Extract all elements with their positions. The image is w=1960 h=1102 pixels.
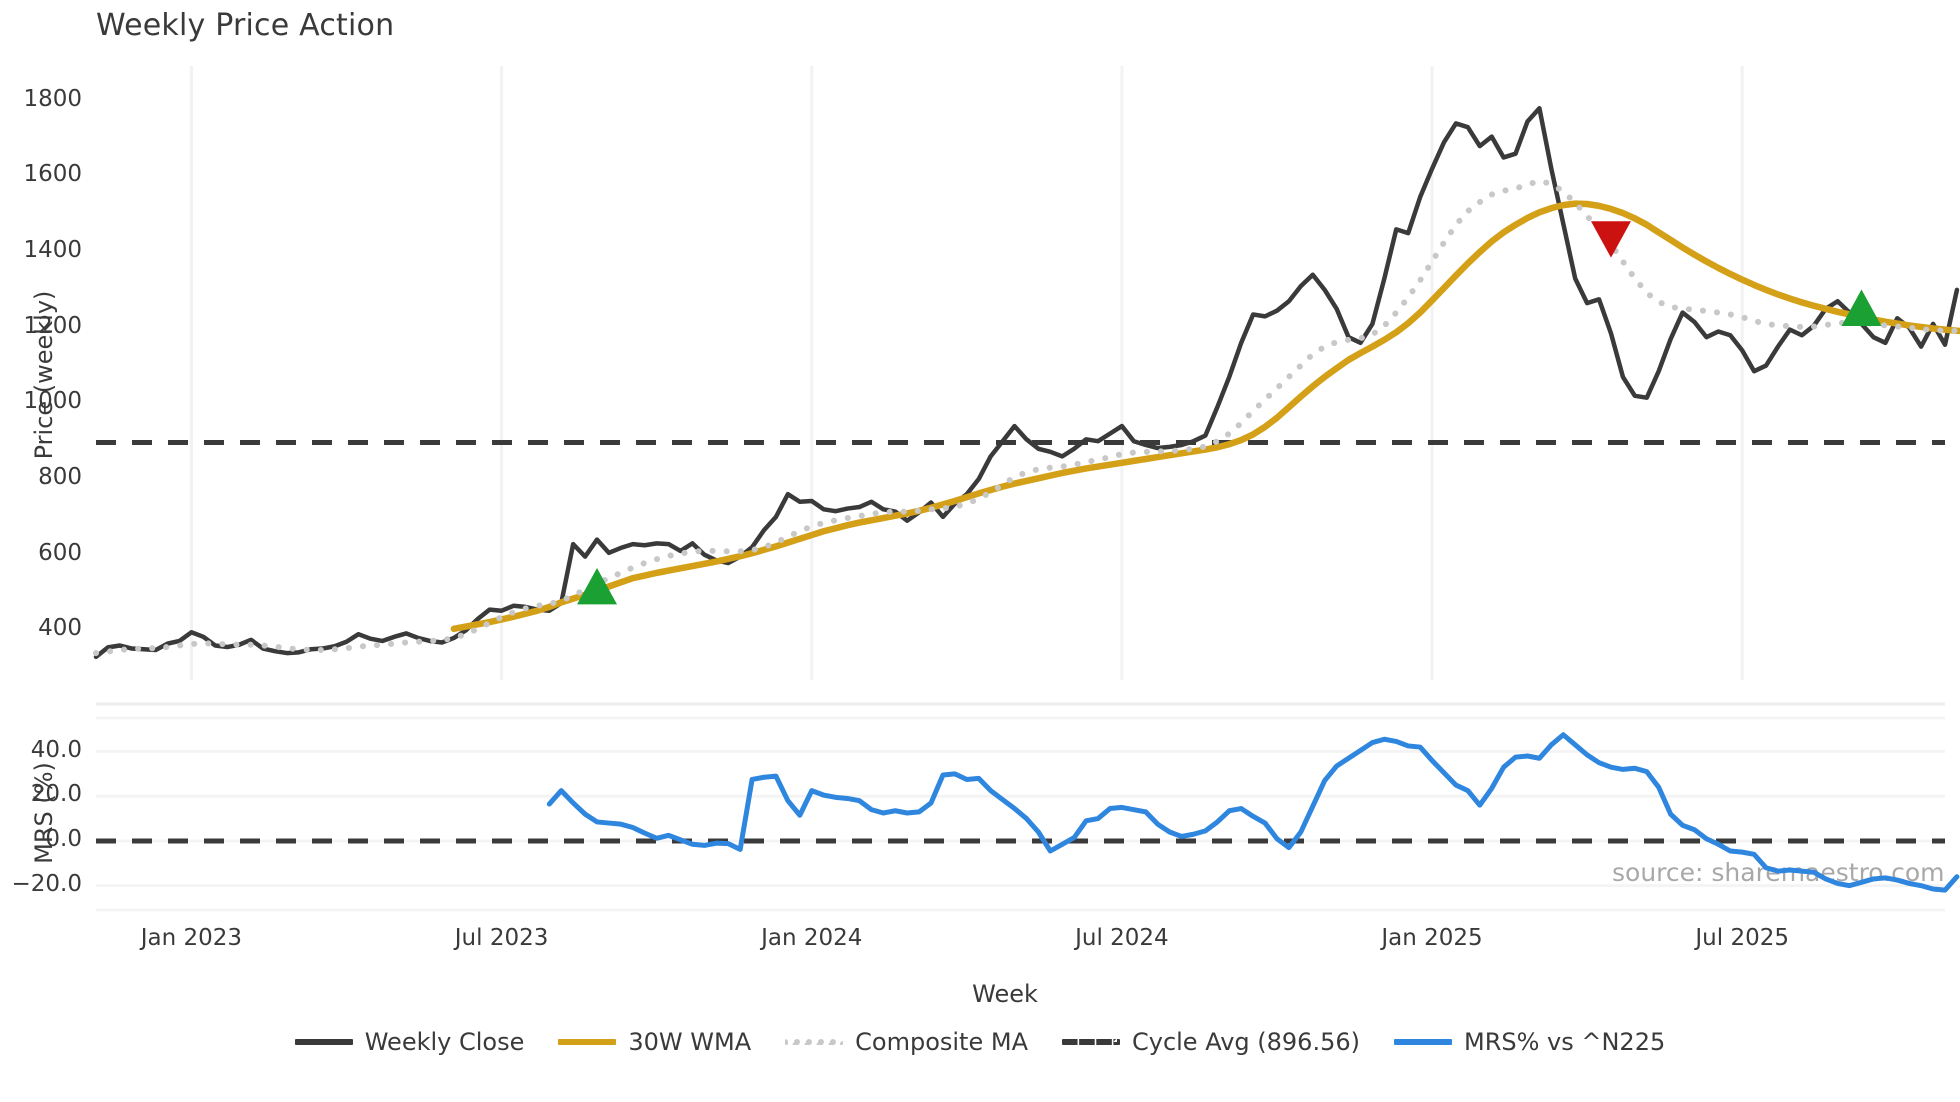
x-tick-2: Jan 2024 bbox=[761, 925, 863, 951]
price-y-tick-2: 800 bbox=[38, 464, 82, 491]
legend-label-3: Cycle Avg (896.56) bbox=[1131, 1028, 1360, 1056]
price-y-tick-1: 600 bbox=[38, 539, 82, 566]
legend-label-1: 30W WMA bbox=[628, 1028, 752, 1056]
legend-swatch-4 bbox=[1393, 1039, 1452, 1045]
x-axis-label: Week bbox=[972, 980, 1038, 1008]
mrs-y-tick-0: −20.0 bbox=[11, 870, 82, 897]
legend-label-0: Weekly Close bbox=[364, 1028, 525, 1056]
legend-swatch-2 bbox=[785, 1039, 844, 1045]
mrs-y-tick-2: 20.0 bbox=[30, 781, 82, 808]
x-tick-5: Jul 2025 bbox=[1695, 925, 1790, 951]
legend-item-0[interactable]: Weekly Close bbox=[294, 1028, 525, 1056]
legend-swatch-3 bbox=[1061, 1039, 1120, 1045]
buy-marker-0[interactable] bbox=[577, 568, 618, 605]
legend-swatch-0 bbox=[294, 1039, 353, 1045]
legend-item-1[interactable]: 30W WMA bbox=[558, 1028, 751, 1056]
price-y-tick-4: 1200 bbox=[23, 312, 82, 339]
series-weekly-close bbox=[93, 106, 1960, 660]
mrs-y-tick-3: 40.0 bbox=[30, 736, 82, 763]
x-tick-1: Jul 2023 bbox=[454, 925, 549, 951]
price-y-tick-3: 1000 bbox=[23, 388, 82, 415]
price-y-tick-0: 400 bbox=[38, 615, 82, 642]
chart-legend: Weekly Close 30W WMA Composite MA Cycle Avg… bbox=[0, 1028, 1960, 1056]
legend-label-4: MRS% vs ^N225 bbox=[1463, 1028, 1666, 1056]
x-tick-0: Jan 2023 bbox=[140, 925, 243, 951]
series-mrs-vs-n225 bbox=[546, 732, 1960, 893]
legend-item-4[interactable]: MRS% vs ^N225 bbox=[1393, 1028, 1666, 1056]
series-30w-wma bbox=[450, 200, 1960, 633]
sell-marker-1[interactable] bbox=[1590, 221, 1631, 258]
legend-item-2[interactable]: Composite MA bbox=[785, 1028, 1028, 1056]
x-tick-3: Jul 2024 bbox=[1075, 925, 1169, 951]
price-y-tick-5: 1400 bbox=[23, 237, 82, 264]
legend-label-2: Composite MA bbox=[855, 1028, 1028, 1056]
price-y-tick-7: 1800 bbox=[23, 85, 82, 112]
x-tick-4: Jan 2025 bbox=[1381, 925, 1483, 951]
plot-canvas bbox=[93, 66, 1960, 912]
mrs-y-tick-1: 0.0 bbox=[45, 825, 82, 852]
legend-item-3[interactable]: Cycle Avg (896.56) bbox=[1061, 1028, 1360, 1056]
series-composite-ma bbox=[93, 177, 1960, 657]
buy-marker-2[interactable] bbox=[1841, 289, 1882, 326]
price-y-tick-6: 1600 bbox=[23, 161, 82, 188]
legend-swatch-1 bbox=[558, 1039, 617, 1045]
chart-title: Weekly Price Action bbox=[96, 8, 395, 43]
